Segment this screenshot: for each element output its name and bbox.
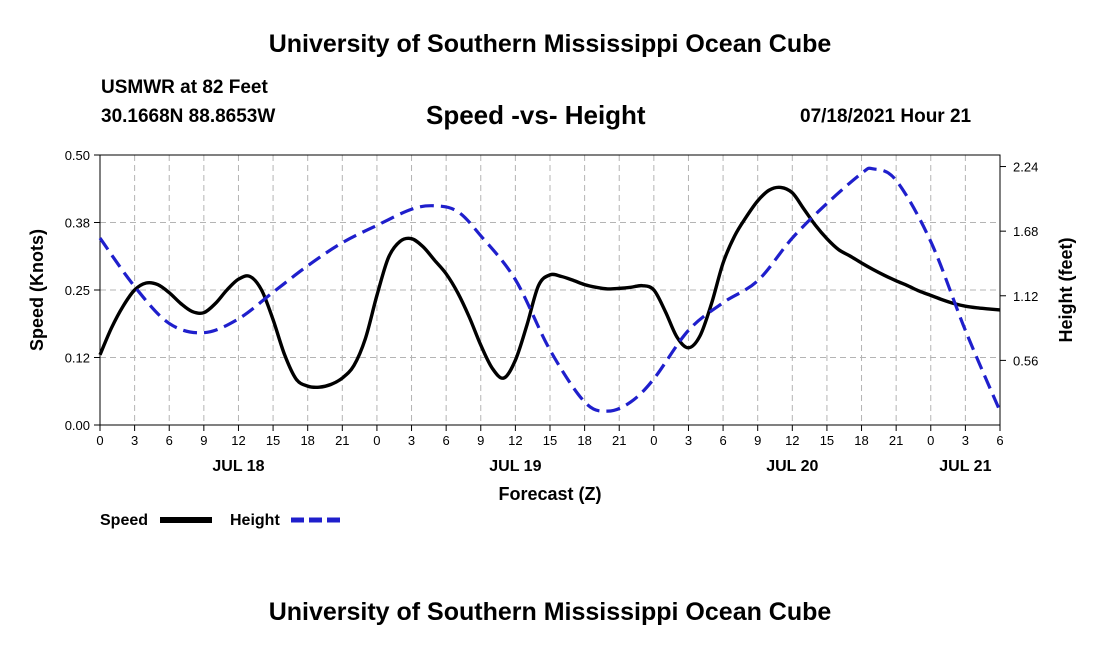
y-right-tick-label: 1.68 xyxy=(1013,224,1038,239)
x-tick-label: 21 xyxy=(335,433,349,448)
x-tick-label: 3 xyxy=(408,433,415,448)
station-label: USMWR at 82 Feet xyxy=(101,77,268,98)
series xyxy=(98,166,1002,413)
y-left-tick-label: 0.25 xyxy=(65,283,90,298)
footer-title: University of Southern Mississippi Ocean… xyxy=(268,598,832,626)
y-right-tick-label: 1.12 xyxy=(1013,289,1038,304)
y-left-tick-label: 0.12 xyxy=(65,351,90,366)
y-axis-right-label: Height (feet) xyxy=(1056,238,1076,343)
x-tick-label: 3 xyxy=(131,433,138,448)
y-axis-left-label: Speed (Knots) xyxy=(27,229,47,351)
x-tick-label: 18 xyxy=(300,433,314,448)
x-tick-label: 18 xyxy=(577,433,591,448)
x-tick-label: 3 xyxy=(685,433,692,448)
x-tick-label: 21 xyxy=(612,433,626,448)
series-speed-line xyxy=(98,185,1001,390)
x-tick-label: 0 xyxy=(927,433,934,448)
day-label: JUL 18 xyxy=(212,458,264,475)
x-tick-label: 3 xyxy=(962,433,969,448)
x-tick-label: 6 xyxy=(166,433,173,448)
x-tick-label: 9 xyxy=(754,433,761,448)
x-tick-label: 18 xyxy=(854,433,868,448)
station-coordinates: 30.1668N 88.8653W xyxy=(101,106,276,127)
y-right-tick-label: 2.24 xyxy=(1013,160,1038,175)
y-left-tick-label: 0.38 xyxy=(65,216,90,231)
forecast-datetime: 07/18/2021 Hour 21 xyxy=(800,106,972,127)
legend-speed-label: Speed xyxy=(100,512,148,529)
grid xyxy=(100,155,1000,425)
x-tick-label: 15 xyxy=(820,433,834,448)
ticks: 0 3 6 9 12 15 18 21 0 3 6 9 12 15 18 21 0 3 6 9 12 15 18 21 0 3 6J… xyxy=(65,148,1039,475)
day-label: JUL 19 xyxy=(489,458,541,475)
chart-title: Speed -vs- Height xyxy=(426,100,646,130)
x-tick-label: 21 xyxy=(889,433,903,448)
y-right-tick-label: 0.56 xyxy=(1013,353,1038,368)
x-tick-label: 0 xyxy=(373,433,380,448)
x-tick-label: 6 xyxy=(719,433,726,448)
day-label: JUL 21 xyxy=(939,458,991,475)
x-axis-label: Forecast (Z) xyxy=(498,484,601,504)
x-tick-label: 6 xyxy=(996,433,1003,448)
y-left-tick-label: 0.00 xyxy=(65,418,90,433)
y-left-tick-label: 0.50 xyxy=(65,148,90,163)
x-tick-label: 15 xyxy=(266,433,280,448)
legend-height-label: Height xyxy=(230,512,280,529)
series-height-line xyxy=(98,166,1002,413)
x-tick-label: 12 xyxy=(508,433,522,448)
x-tick-label: 9 xyxy=(200,433,207,448)
x-tick-label: 9 xyxy=(477,433,484,448)
x-tick-label: 0 xyxy=(650,433,657,448)
x-tick-label: 12 xyxy=(785,433,799,448)
x-tick-label: 6 xyxy=(443,433,450,448)
x-tick-label: 15 xyxy=(543,433,557,448)
x-tick-label: 12 xyxy=(231,433,245,448)
x-tick-label: 0 xyxy=(96,433,103,448)
page-title: University of Southern Mississippi Ocean… xyxy=(268,30,832,58)
day-label: JUL 20 xyxy=(766,458,818,475)
legend: Speed Height xyxy=(100,512,343,529)
